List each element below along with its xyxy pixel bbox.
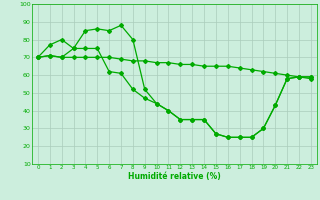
X-axis label: Humidité relative (%): Humidité relative (%): [128, 172, 221, 181]
